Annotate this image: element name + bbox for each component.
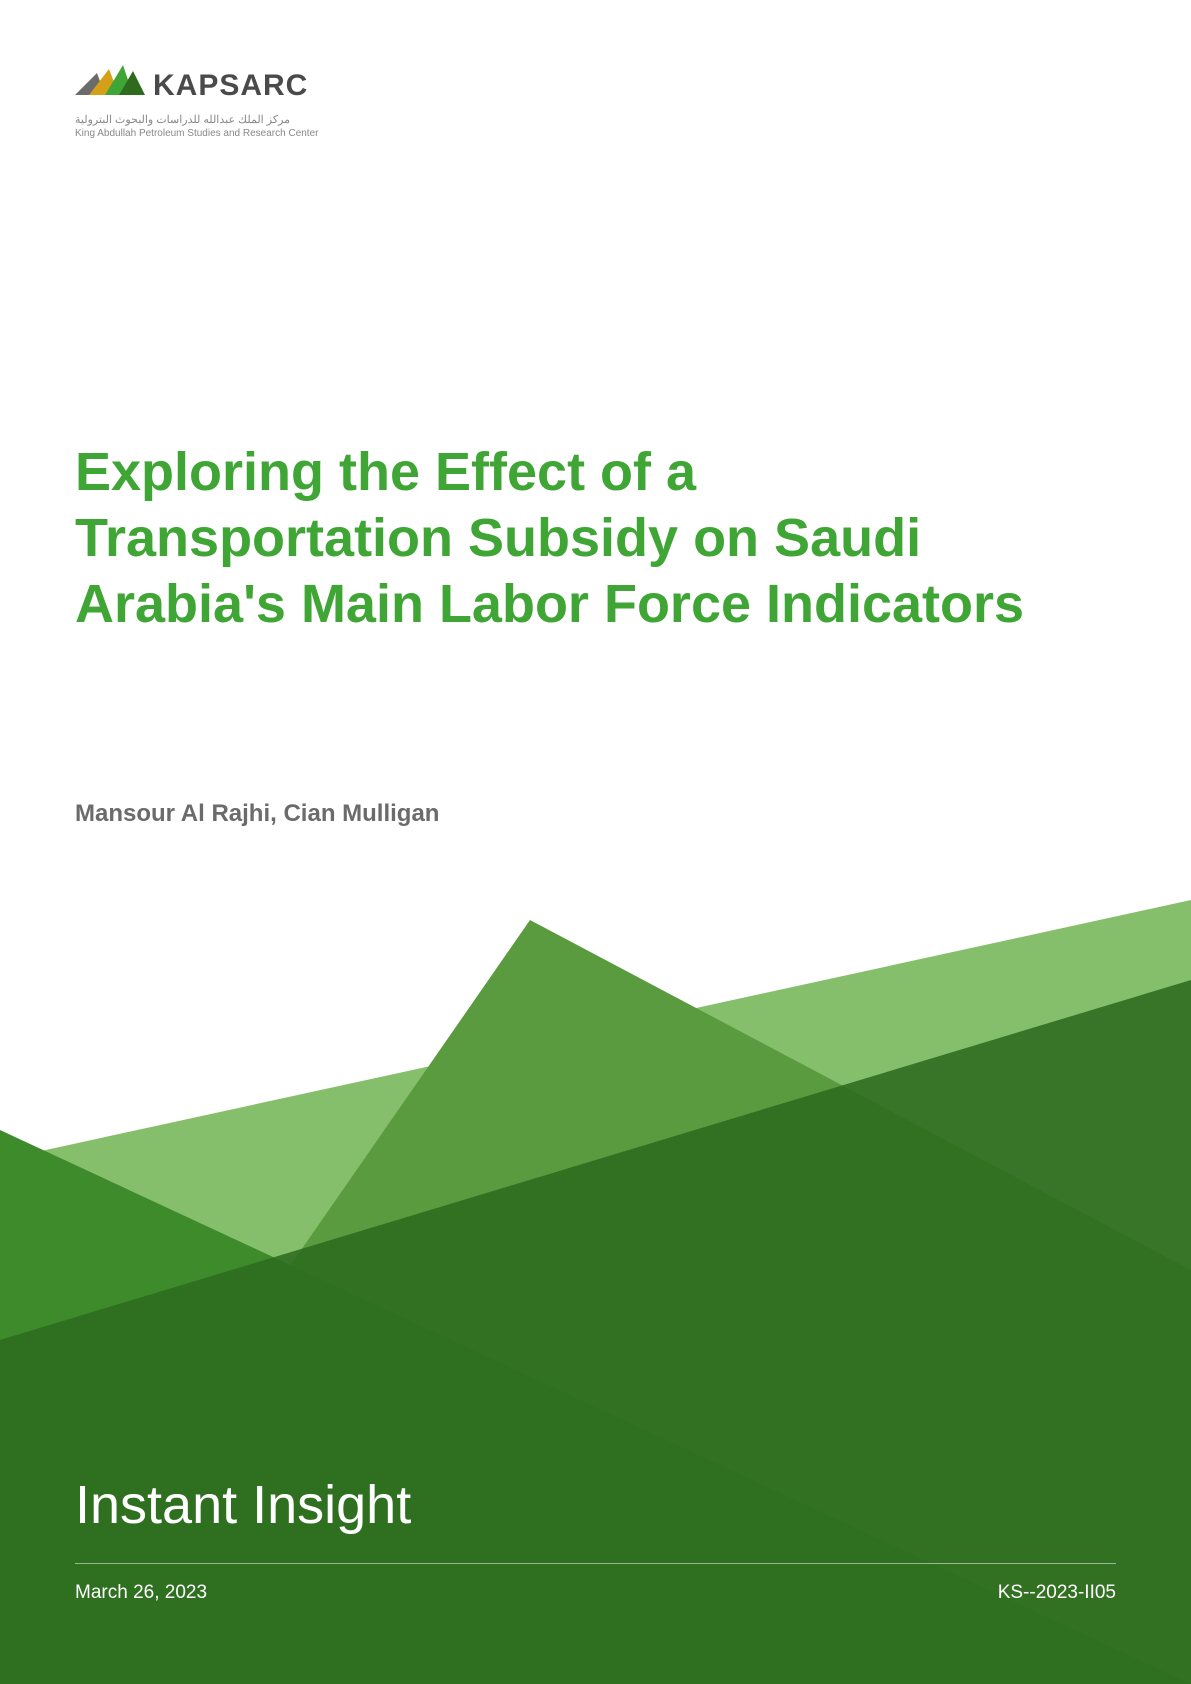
background-triangles: [0, 0, 1191, 1684]
document-id: KS--2023-II05: [998, 1582, 1116, 1604]
document-title: Exploring the Effect of a Transportation…: [75, 440, 1071, 638]
document-type: Instant Insight: [75, 1474, 411, 1536]
publication-date: March 26, 2023: [75, 1582, 207, 1604]
logo-arabic-sub: مركز الملك عبدالله للدراسات والبحوث البت…: [75, 113, 375, 126]
logo-english-sub: King Abdullah Petroleum Studies and Rese…: [75, 128, 375, 139]
logo-block: KAPSARC مركز الملك عبدالله للدراسات والب…: [75, 65, 375, 139]
logo-name: KAPSARC: [153, 69, 308, 103]
logo-mark: KAPSARC: [75, 65, 375, 107]
authors: Mansour Al Rajhi, Cian Mulligan: [75, 800, 439, 828]
kapsarc-icon: [75, 65, 145, 107]
footer-divider: [75, 1563, 1116, 1564]
